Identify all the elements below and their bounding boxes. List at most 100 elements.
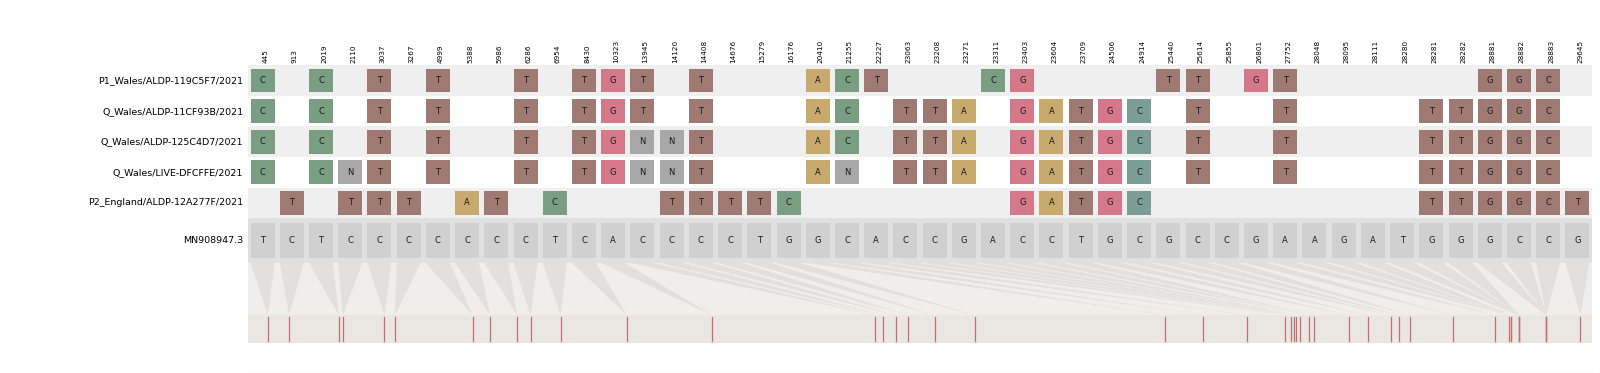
Text: T: T (1458, 198, 1462, 207)
Text: A: A (962, 168, 966, 177)
Text: G: G (1019, 76, 1026, 85)
Text: C: C (464, 236, 470, 245)
Text: C: C (259, 76, 266, 85)
Text: A: A (610, 236, 616, 245)
Text: 23604: 23604 (1051, 40, 1058, 63)
Text: A: A (990, 236, 995, 245)
Text: C: C (1136, 137, 1142, 146)
Text: 23063: 23063 (906, 40, 912, 63)
Text: 22227: 22227 (877, 40, 882, 63)
Text: G: G (1574, 236, 1581, 245)
Text: T: T (523, 107, 528, 116)
Text: 25440: 25440 (1168, 40, 1174, 63)
Text: C: C (318, 168, 323, 177)
Text: C: C (726, 236, 733, 245)
Text: 29645: 29645 (1578, 40, 1584, 63)
Text: T: T (1400, 236, 1405, 245)
Text: T: T (933, 107, 938, 116)
Text: N: N (669, 168, 675, 177)
Text: T: T (1283, 76, 1288, 85)
Text: T: T (698, 198, 704, 207)
Text: 2019: 2019 (322, 45, 326, 63)
Text: C: C (1019, 236, 1026, 245)
Text: 28881: 28881 (1490, 40, 1496, 63)
Text: A: A (814, 76, 821, 85)
Text: C: C (669, 236, 675, 245)
Text: 16176: 16176 (789, 40, 795, 63)
Text: G: G (1107, 236, 1114, 245)
Text: T: T (698, 168, 704, 177)
Text: C: C (406, 236, 411, 245)
Text: T: T (1195, 76, 1200, 85)
Text: 20410: 20410 (818, 40, 824, 63)
Text: C: C (1546, 236, 1550, 245)
Text: 28280: 28280 (1402, 40, 1408, 63)
Text: Q_Wales/ALDP-11CF93B/2021: Q_Wales/ALDP-11CF93B/2021 (102, 107, 243, 116)
Text: C: C (1136, 168, 1142, 177)
Text: 23709: 23709 (1080, 40, 1086, 63)
Text: T: T (435, 137, 440, 146)
Text: T: T (523, 137, 528, 146)
Text: T: T (757, 236, 762, 245)
Text: G: G (1107, 137, 1114, 146)
Text: 4999: 4999 (438, 45, 443, 63)
Text: T: T (261, 236, 266, 245)
Text: T: T (698, 137, 704, 146)
Text: Q_Wales/LIVE-DFCFFE/2021: Q_Wales/LIVE-DFCFFE/2021 (114, 168, 243, 177)
Text: T: T (698, 107, 704, 116)
Text: T: T (902, 137, 907, 146)
Text: G: G (1019, 198, 1026, 207)
Text: T: T (1283, 168, 1288, 177)
Text: 15279: 15279 (760, 40, 765, 63)
Text: 24506: 24506 (1110, 40, 1115, 63)
Text: C: C (1517, 236, 1522, 245)
Text: C: C (318, 137, 323, 146)
Text: T: T (1195, 168, 1200, 177)
Text: T: T (290, 198, 294, 207)
Text: P2_England/ALDP-12A277F/2021: P2_England/ALDP-12A277F/2021 (88, 198, 243, 207)
Text: C: C (259, 137, 266, 146)
Text: T: T (1429, 137, 1434, 146)
Text: T: T (581, 137, 587, 146)
Text: N: N (640, 168, 646, 177)
Text: T: T (640, 107, 645, 116)
Text: 13945: 13945 (643, 40, 648, 63)
Text: 6286: 6286 (525, 45, 531, 63)
Text: A: A (1370, 236, 1376, 245)
Text: C: C (1546, 76, 1550, 85)
Text: C: C (1048, 236, 1054, 245)
Text: C: C (318, 107, 323, 116)
Text: A: A (814, 107, 821, 116)
Text: T: T (1574, 198, 1579, 207)
Text: 28282: 28282 (1461, 40, 1467, 63)
Text: G: G (786, 236, 792, 245)
Text: G: G (610, 76, 616, 85)
Text: G: G (1019, 137, 1026, 146)
Text: T: T (933, 137, 938, 146)
Text: 25855: 25855 (1227, 40, 1232, 63)
Text: MN908947.3: MN908947.3 (182, 236, 243, 245)
Text: A: A (464, 198, 470, 207)
Text: G: G (1486, 168, 1493, 177)
Text: C: C (290, 236, 294, 245)
Text: T: T (1078, 137, 1083, 146)
Text: G: G (1458, 236, 1464, 245)
Text: P1_Wales/ALDP-119C5F7/2021: P1_Wales/ALDP-119C5F7/2021 (98, 76, 243, 85)
Text: N: N (843, 168, 850, 177)
Text: A: A (814, 168, 821, 177)
Text: G: G (1486, 236, 1493, 245)
Text: T: T (581, 168, 587, 177)
Text: 14408: 14408 (701, 40, 707, 63)
Text: C: C (435, 236, 442, 245)
Text: T: T (523, 76, 528, 85)
Text: G: G (610, 168, 616, 177)
Text: G: G (1486, 198, 1493, 207)
Text: G: G (1107, 107, 1114, 116)
Text: G: G (1107, 198, 1114, 207)
Text: T: T (1283, 137, 1288, 146)
Text: C: C (493, 236, 499, 245)
Text: T: T (698, 76, 704, 85)
Text: 5388: 5388 (467, 45, 474, 63)
Text: C: C (1546, 198, 1550, 207)
Text: T: T (1458, 107, 1462, 116)
